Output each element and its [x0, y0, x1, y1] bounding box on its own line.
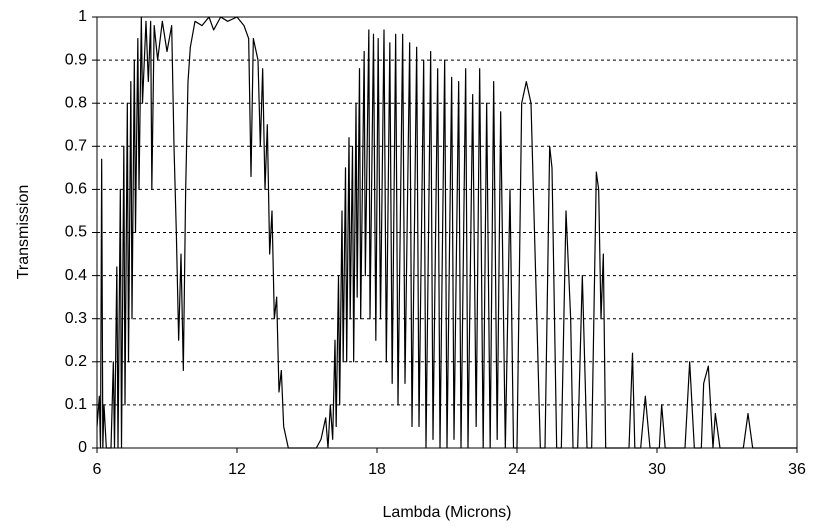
- y-tick-label: 0.6: [65, 181, 87, 198]
- y-tick-label: 0: [78, 439, 87, 456]
- y-tick-label: 0.5: [65, 224, 87, 241]
- y-tick-label: 0.7: [65, 138, 87, 155]
- y-axis-title: Transmission: [15, 185, 32, 280]
- x-tick-label: 6: [93, 461, 102, 478]
- y-tick-label: 0.2: [65, 353, 87, 370]
- y-tick-label: 0.4: [65, 267, 87, 284]
- x-tick-label: 12: [228, 461, 246, 478]
- y-tick-label: 0.1: [65, 396, 87, 413]
- data-line: [96, 16, 797, 449]
- x-tick-label: 24: [508, 461, 526, 478]
- x-axis-title: Lambda (Microns): [383, 504, 512, 521]
- y-tick-label: 0.9: [65, 51, 87, 68]
- x-tick-label: 18: [368, 461, 386, 478]
- y-tick-label: 0.3: [65, 310, 87, 327]
- x-tick-label: 36: [788, 461, 806, 478]
- y-tick-label: 0.8: [65, 94, 87, 111]
- y-tick-label: 1: [78, 8, 87, 25]
- x-tick-label: 30: [648, 461, 666, 478]
